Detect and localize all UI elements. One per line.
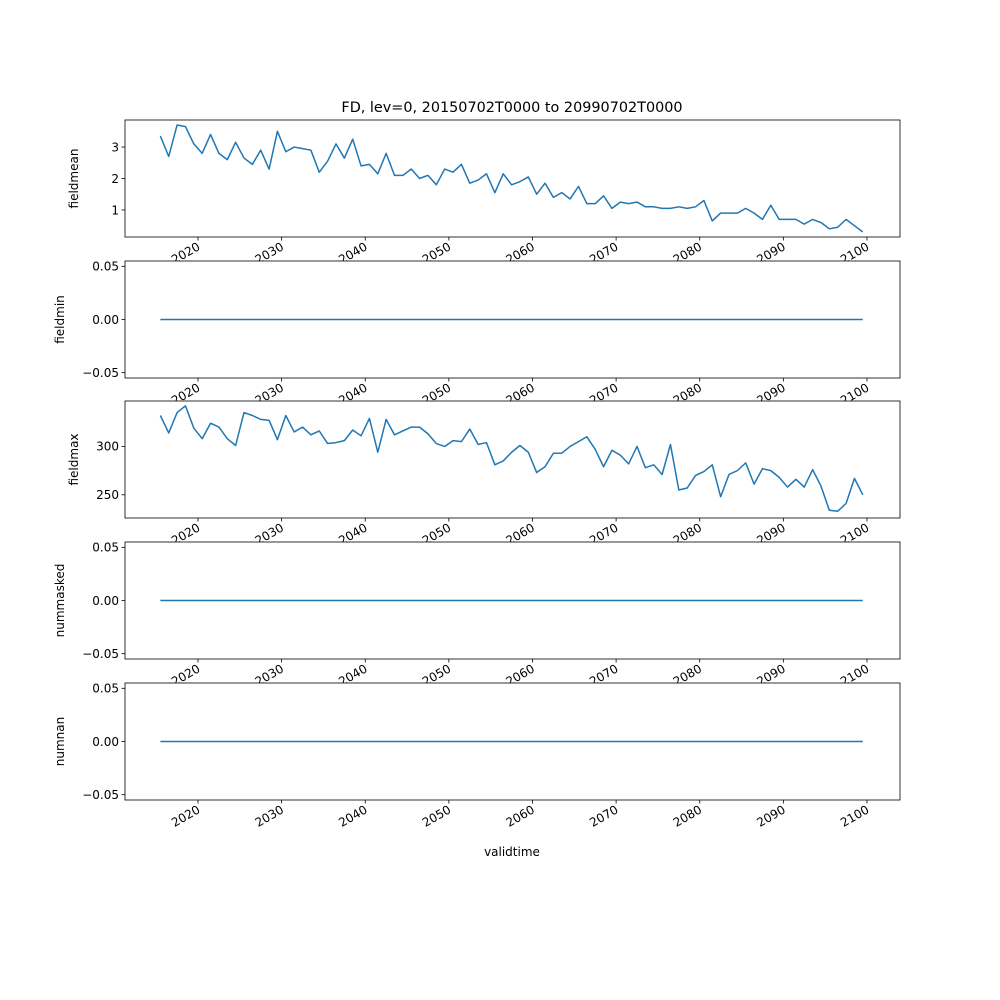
chart-title: FD, lev=0, 20150702T0000 to 20990702T000… — [341, 100, 682, 116]
y-tick-label: 250 — [96, 488, 119, 502]
y-tick-label: 2 — [111, 172, 119, 186]
x-axis-label: validtime — [484, 845, 540, 859]
axes-frame — [124, 400, 901, 519]
y-axis-label: fieldmax — [67, 433, 81, 485]
axes-background — [125, 401, 900, 518]
y-tick-label: 0.00 — [92, 594, 119, 608]
y-axis-label: fieldmin — [53, 295, 67, 344]
y-tick-label: 0.05 — [92, 260, 119, 274]
y-tick-label: 0.05 — [92, 682, 119, 696]
y-tick-label: −0.05 — [82, 788, 119, 802]
axes-background — [125, 120, 900, 237]
y-tick-label: 3 — [111, 140, 119, 154]
y-axis-label: nummasked — [53, 564, 67, 638]
y-tick-label: 300 — [96, 440, 119, 454]
y-axis-label: fieldmean — [67, 149, 81, 209]
y-tick-label: −0.05 — [82, 366, 119, 380]
y-tick-label: 1 — [111, 203, 119, 217]
y-tick-label: 0.05 — [92, 541, 119, 555]
y-axis-label: numnan — [53, 717, 67, 766]
y-tick-label: −0.05 — [82, 647, 119, 661]
y-tick-label: 0.00 — [92, 735, 119, 749]
y-tick-label: 0.00 — [92, 313, 119, 327]
